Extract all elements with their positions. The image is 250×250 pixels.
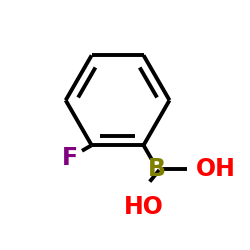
Text: F: F bbox=[62, 146, 78, 170]
Text: HO: HO bbox=[124, 195, 164, 219]
Text: B: B bbox=[148, 157, 166, 181]
Text: OH: OH bbox=[196, 157, 235, 181]
